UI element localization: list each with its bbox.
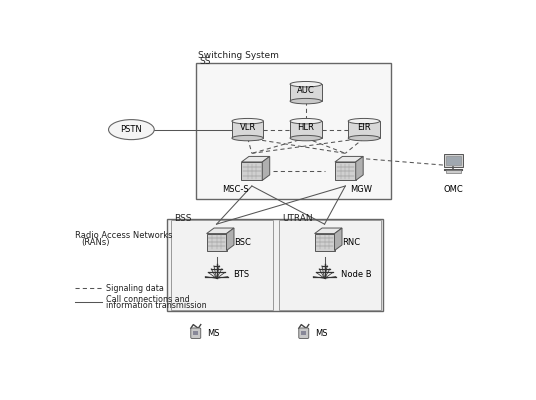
- Polygon shape: [227, 228, 234, 250]
- Ellipse shape: [348, 135, 380, 141]
- Text: MSC-S: MSC-S: [222, 185, 249, 194]
- Bar: [290, 84, 322, 101]
- Text: Signaling data: Signaling data: [107, 284, 165, 293]
- Ellipse shape: [290, 98, 322, 104]
- Text: UTRAN: UTRAN: [282, 214, 313, 223]
- Text: MS: MS: [315, 329, 328, 338]
- Text: EIR: EIR: [357, 123, 371, 132]
- Bar: [444, 154, 463, 166]
- FancyBboxPatch shape: [299, 328, 309, 338]
- Text: PSTN: PSTN: [121, 125, 142, 134]
- Text: MS: MS: [207, 329, 220, 338]
- FancyBboxPatch shape: [191, 328, 201, 338]
- Ellipse shape: [232, 135, 264, 141]
- Bar: [206, 234, 227, 250]
- Bar: [315, 234, 334, 250]
- Text: HLR: HLR: [297, 123, 314, 132]
- Polygon shape: [315, 228, 342, 234]
- Bar: [446, 170, 461, 173]
- Bar: [290, 121, 322, 138]
- Ellipse shape: [348, 118, 380, 124]
- Text: Switching System: Switching System: [198, 51, 279, 60]
- Polygon shape: [334, 228, 342, 250]
- Polygon shape: [241, 156, 270, 162]
- Text: (RANs): (RANs): [81, 238, 110, 248]
- Text: Node B: Node B: [341, 270, 372, 279]
- Bar: [241, 162, 262, 180]
- Ellipse shape: [108, 120, 154, 140]
- Bar: [193, 331, 198, 335]
- Text: information transmission: information transmission: [107, 301, 207, 310]
- Text: BTS: BTS: [233, 270, 249, 279]
- Text: MGW: MGW: [350, 185, 372, 194]
- Bar: [446, 156, 460, 165]
- Text: AUC: AUC: [297, 86, 315, 95]
- Bar: [335, 162, 356, 180]
- Text: VLR: VLR: [240, 123, 256, 132]
- FancyBboxPatch shape: [167, 219, 383, 311]
- Ellipse shape: [290, 135, 322, 141]
- Text: RNC: RNC: [342, 238, 360, 246]
- Text: OMC: OMC: [443, 185, 463, 194]
- Polygon shape: [206, 228, 234, 234]
- Polygon shape: [262, 156, 270, 180]
- Text: SS: SS: [199, 57, 211, 66]
- Ellipse shape: [290, 82, 322, 87]
- Polygon shape: [356, 156, 363, 180]
- FancyBboxPatch shape: [196, 64, 391, 199]
- Text: BSC: BSC: [234, 238, 251, 246]
- Bar: [348, 121, 380, 138]
- Bar: [301, 331, 306, 335]
- Bar: [232, 121, 264, 138]
- Polygon shape: [335, 156, 363, 162]
- Text: Radio Access Networks: Radio Access Networks: [75, 231, 173, 240]
- Ellipse shape: [290, 118, 322, 124]
- Text: BSS: BSS: [174, 214, 192, 223]
- Ellipse shape: [232, 118, 264, 124]
- Text: Call connections and: Call connections and: [107, 294, 190, 304]
